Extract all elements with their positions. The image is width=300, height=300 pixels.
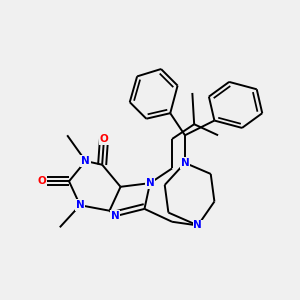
Text: O: O xyxy=(100,134,108,144)
Text: N: N xyxy=(194,220,202,230)
Text: N: N xyxy=(146,178,154,188)
Text: N: N xyxy=(76,200,84,210)
Text: N: N xyxy=(81,156,90,166)
Text: N: N xyxy=(181,158,189,168)
Text: N: N xyxy=(111,211,119,221)
Text: O: O xyxy=(37,176,46,186)
